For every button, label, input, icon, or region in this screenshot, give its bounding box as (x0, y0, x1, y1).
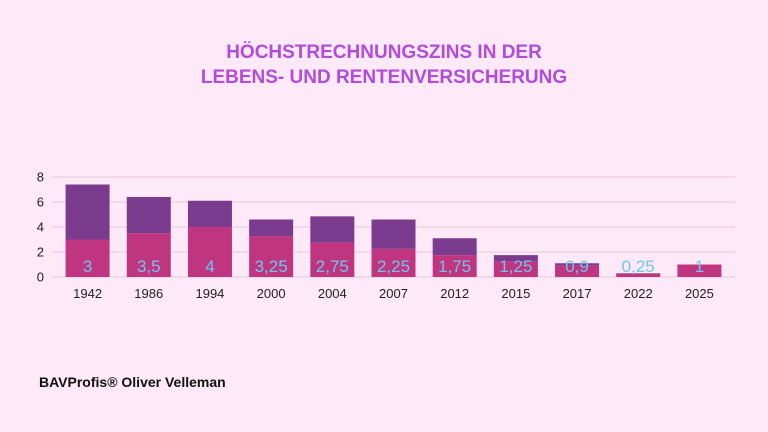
title-line-2: LEBENS- UND RENTENVERSICHERUNG (200, 67, 568, 88)
bar-bottom-2022 (616, 273, 661, 277)
data-label-2025: 1 (695, 257, 704, 276)
y-tick-label-2: 4 (37, 220, 44, 235)
footer-credit: BAVProfis® Oliver Velleman (39, 374, 226, 390)
data-label-2000: 3,25 (255, 257, 288, 276)
data-label-2022: 0,25 (622, 257, 655, 276)
x-tick-label-2025: 2025 (685, 286, 714, 301)
x-tick-label-2012: 2012 (440, 286, 469, 301)
x-tick-label-2017: 2017 (563, 286, 592, 301)
bar-bottom-2000 (249, 236, 294, 277)
x-tick-label-1994: 1994 (195, 286, 224, 301)
bar-bottom-2017 (555, 265, 600, 277)
x-tick-label-2000: 2000 (257, 286, 286, 301)
y-tick-label-0: 0 (37, 270, 44, 285)
bar-top-2004 (310, 216, 355, 243)
data-label-1994: 4 (205, 257, 214, 276)
bar-bottom-1986 (126, 233, 171, 277)
x-tick-label-2022: 2022 (624, 286, 653, 301)
data-label-2012: 1,75 (438, 257, 471, 276)
data-label-1986: 3,5 (137, 257, 161, 276)
data-label-1942: 3 (83, 257, 92, 276)
y-tick-label-1: 2 (37, 245, 44, 260)
bar-top-2007 (371, 219, 416, 249)
bar-top-2012 (432, 238, 477, 256)
data-label-2015: 1,25 (499, 257, 532, 276)
bar-top-2015 (493, 255, 538, 262)
bar-top-1942 (65, 184, 110, 240)
bar-bottom-1994 (187, 227, 232, 277)
bar-top-1994 (187, 200, 232, 227)
title-line-1: HÖCHSTRECHNUNGSZINS IN DER (226, 42, 542, 63)
bar-top-2022 (616, 273, 661, 274)
bar-top-2000 (249, 219, 294, 237)
bar-bottom-2004 (310, 242, 355, 277)
bar-bottom-2012 (432, 255, 477, 277)
x-tick-label-2015: 2015 (501, 286, 530, 301)
x-tick-label-1942: 1942 (73, 286, 102, 301)
data-label-2004: 2,75 (316, 257, 349, 276)
y-tick-label-4: 8 (37, 170, 44, 185)
bar-bottom-2025 (677, 264, 722, 277)
bar-top-1986 (126, 197, 171, 234)
x-tick-label-1986: 1986 (134, 286, 163, 301)
bar-top-2017 (555, 263, 600, 266)
bar-bottom-2015 (493, 261, 538, 277)
y-tick-label-3: 6 (37, 195, 44, 210)
x-tick-label-2007: 2007 (379, 286, 408, 301)
data-label-2007: 2,25 (377, 257, 410, 276)
chart-title: HÖCHSTRECHNUNGSZINS IN DER LEBENS- UND R… (0, 40, 768, 90)
x-tick-label-2004: 2004 (318, 286, 347, 301)
data-label-2017: 0,9 (565, 257, 589, 276)
bar-bottom-1942 (65, 239, 110, 277)
bar-bottom-2007 (371, 248, 416, 277)
